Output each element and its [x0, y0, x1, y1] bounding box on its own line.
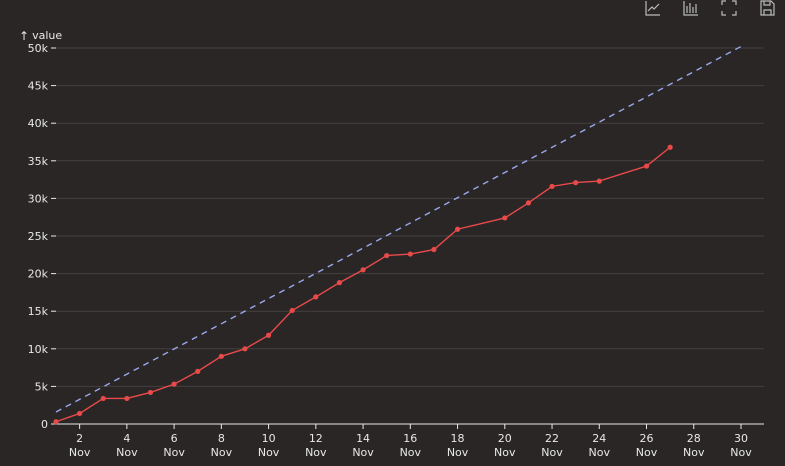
solid-series-line [55, 146, 671, 423]
data-point [265, 332, 272, 338]
data-point [195, 368, 201, 374]
data-point [667, 144, 673, 150]
x-tick-label: 24 Nov [589, 432, 611, 459]
x-tick-label: 28 Nov [683, 432, 705, 459]
y-tick-label: 45k [28, 80, 49, 93]
data-point [643, 163, 650, 169]
y-axis-label: ↑ value [19, 29, 63, 43]
x-tick-label: 18 Nov [447, 432, 469, 459]
data-point [384, 252, 390, 259]
y-tick-label: 0 [41, 418, 48, 431]
x-tick-label: 2 Nov [69, 432, 91, 459]
x-tick-label: 10 Nov [258, 432, 280, 459]
data-point [596, 178, 602, 184]
data-point [336, 280, 343, 286]
x-tick-label: 6 Nov [163, 432, 185, 459]
data-point [218, 353, 224, 359]
data-point [242, 346, 248, 352]
data-point [549, 183, 555, 189]
data-point [525, 200, 532, 206]
y-tick-label: 5k [35, 380, 49, 393]
data-point [502, 215, 508, 221]
data-point [431, 246, 437, 253]
data-point [124, 395, 130, 402]
data-point [53, 419, 59, 425]
x-tick-label: 4 Nov [116, 432, 138, 459]
data-point [454, 226, 461, 232]
x-tick-label: 22 Nov [541, 432, 563, 459]
save-icon[interactable] [759, 0, 775, 16]
data-point [77, 410, 83, 417]
line-chart-icon[interactable] [645, 0, 661, 16]
bar-chart-icon[interactable] [683, 0, 699, 16]
data-point [407, 251, 413, 257]
y-tick-label: 10k [28, 343, 49, 356]
x-tick-label: 26 Nov [636, 432, 658, 459]
data-point [360, 267, 366, 273]
data-point [289, 307, 295, 314]
x-tick-label: 20 Nov [494, 432, 516, 459]
x-tick-label: 16 Nov [400, 432, 422, 459]
y-tick-label: 40k [28, 117, 49, 130]
data-point [171, 381, 177, 387]
y-tick-label: 50k [28, 42, 49, 55]
x-tick-label: 14 Nov [352, 432, 374, 459]
data-point [100, 395, 106, 402]
data-point [573, 180, 579, 186]
y-tick-label: 25k [28, 230, 49, 243]
y-tick-label: 35k [28, 155, 49, 168]
y-tick-label: 30k [28, 192, 49, 205]
y-tick-label: 15k [28, 305, 49, 318]
data-point [313, 294, 319, 300]
arrow-up-icon: ↑ [19, 29, 30, 43]
dashed-series-line [55, 45, 742, 413]
x-tick-label: 12 Nov [305, 432, 327, 459]
x-tick-label: 8 Nov [211, 432, 233, 459]
chart-toolbar [645, 0, 775, 16]
data-point [147, 389, 154, 396]
x-tick-label: 30 Nov [730, 432, 752, 459]
y-axis-label-text: value [32, 29, 63, 42]
y-tick-label: 20k [28, 268, 49, 281]
fullscreen-icon[interactable] [721, 0, 737, 16]
